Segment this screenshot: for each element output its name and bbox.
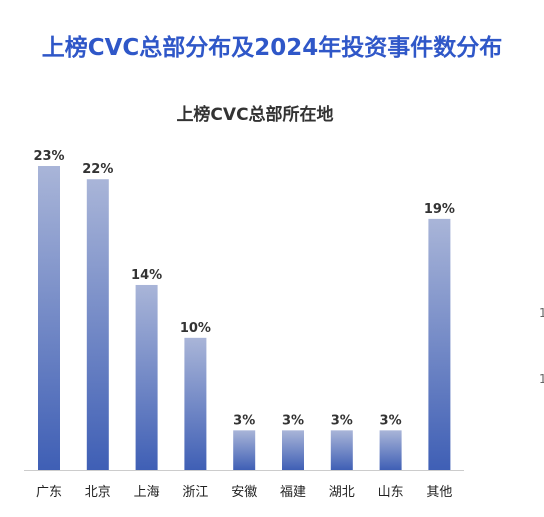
bar-上海 (135, 284, 158, 470)
category-label: 浙江 (182, 485, 208, 500)
bar-山东 (379, 430, 402, 470)
data-label: 10% (180, 321, 211, 336)
data-label: 14% (131, 268, 162, 283)
category-label: 福建 (280, 485, 306, 500)
chart-title: 上榜CVC总部所在地 (176, 105, 334, 125)
category-label: 湖北 (329, 485, 355, 500)
bar-广东 (38, 166, 60, 470)
bar-安徽 (233, 430, 256, 470)
page-title: 上榜CVC总部分布及2024年投资事件数分布 (41, 35, 503, 61)
category-label: 安徽 (231, 485, 257, 500)
cropped-edge-mark: 1 (539, 306, 544, 320)
data-label: 3% (233, 413, 255, 428)
bar-浙江 (184, 337, 207, 470)
data-label: 23% (33, 149, 64, 164)
bar-北京 (86, 179, 109, 470)
data-label: 19% (424, 202, 455, 217)
bar-其他 (428, 218, 451, 470)
category-label: 北京 (85, 485, 111, 500)
data-label: 3% (331, 413, 353, 428)
cropped-edge-mark: 1 (539, 372, 544, 386)
category-label: 广东 (36, 485, 62, 500)
category-label: 其他 (426, 485, 452, 500)
bar-湖北 (330, 430, 353, 470)
category-label: 上海 (134, 485, 160, 500)
data-label: 22% (82, 162, 113, 177)
data-label: 3% (380, 413, 402, 428)
bar-福建 (282, 430, 304, 470)
category-label: 山东 (378, 485, 404, 500)
data-label: 3% (282, 413, 304, 428)
